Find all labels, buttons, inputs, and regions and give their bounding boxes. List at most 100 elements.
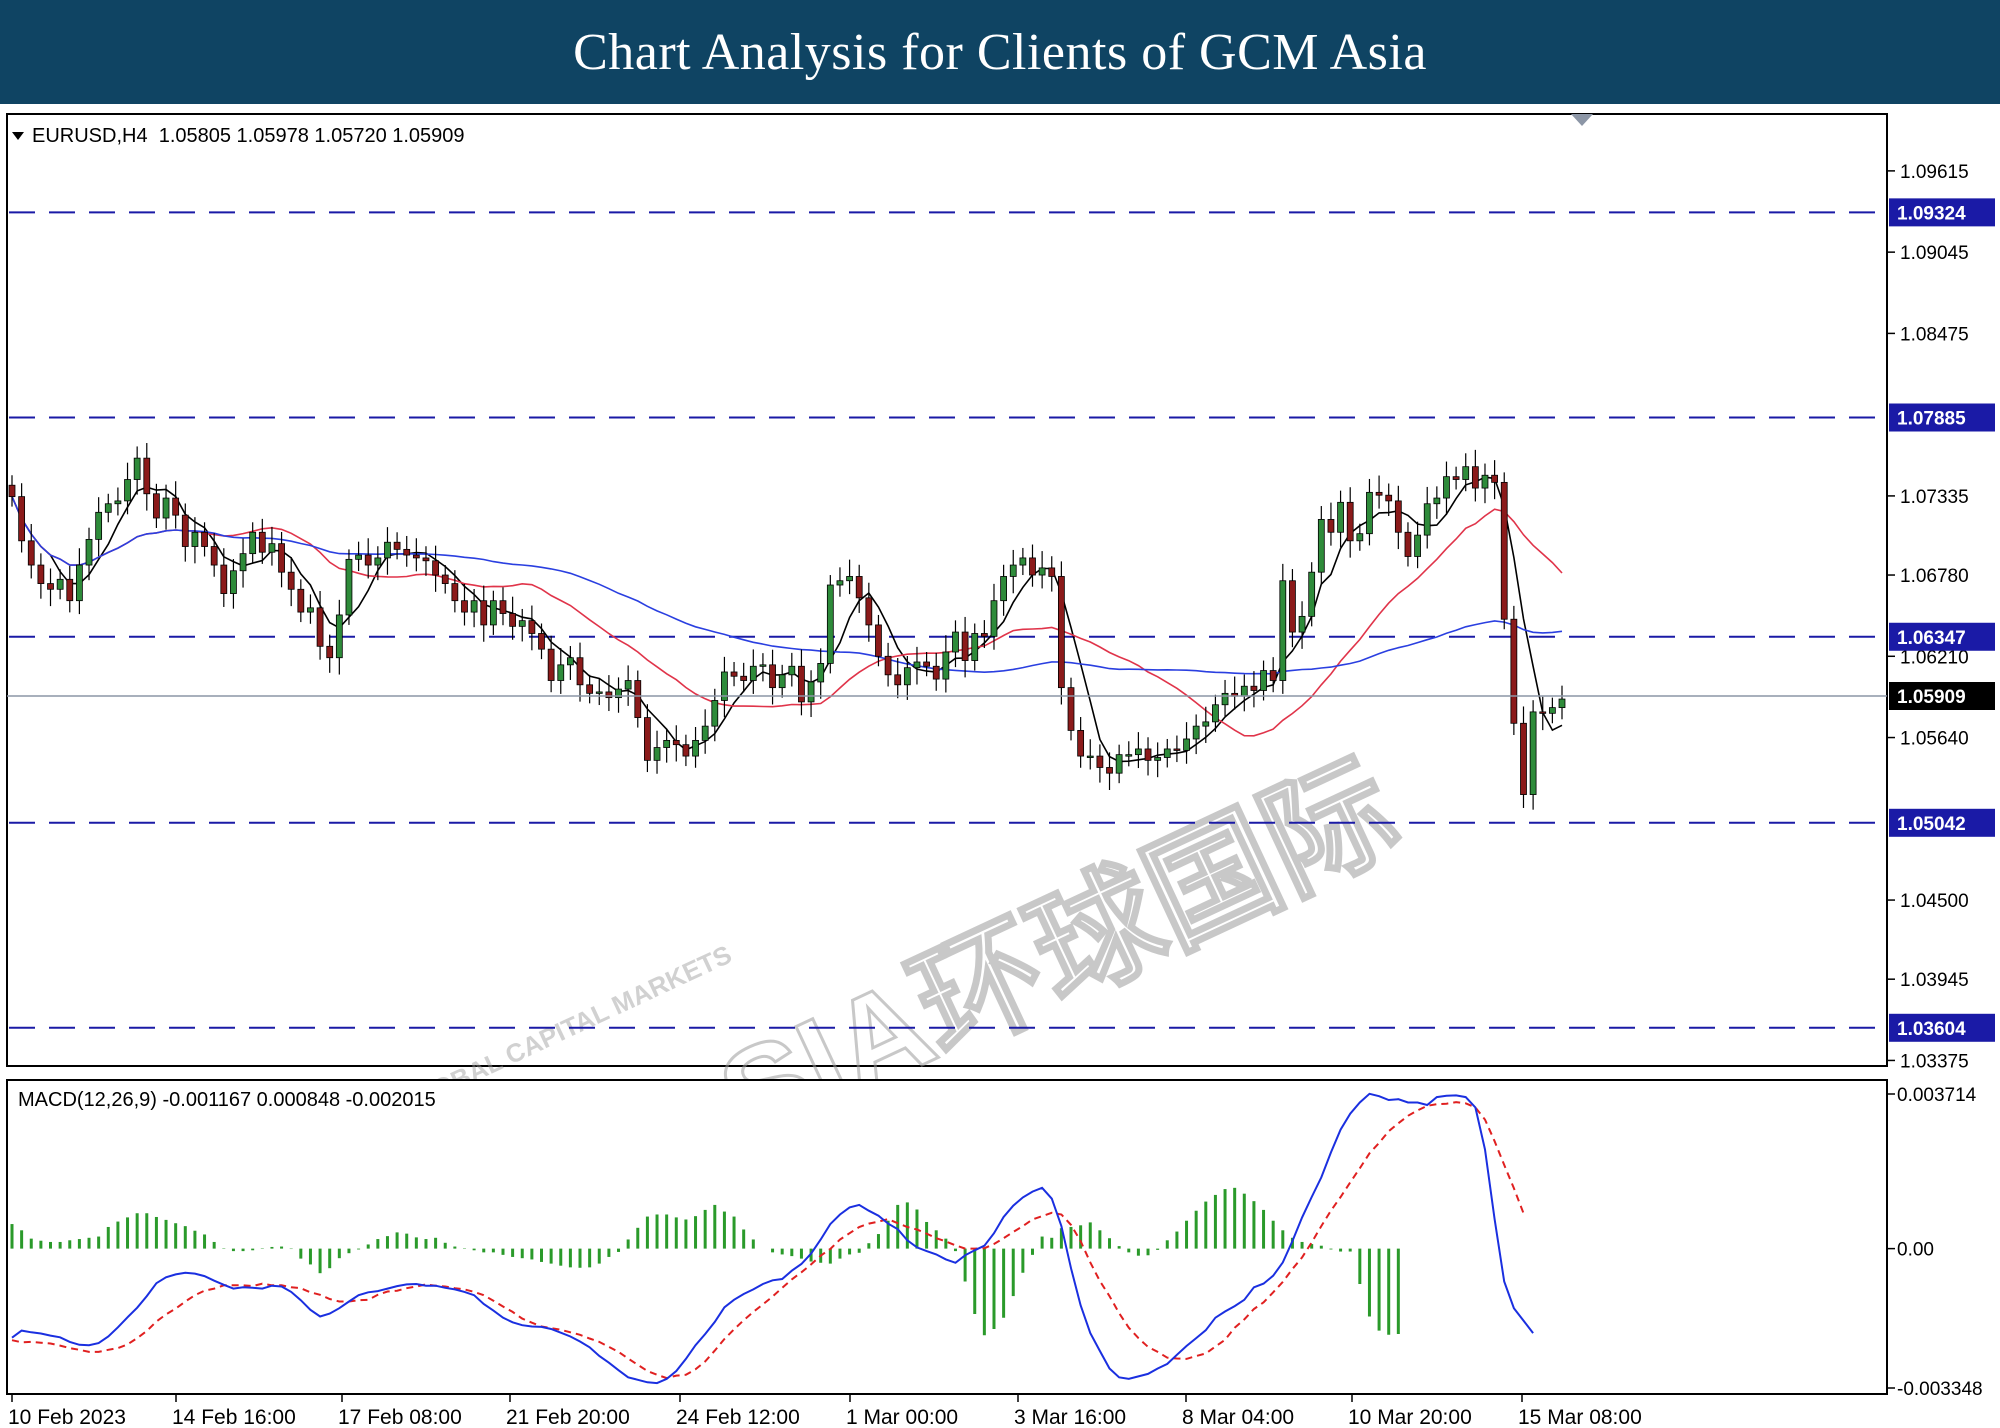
candle — [701, 709, 709, 754]
candle-body — [567, 657, 574, 666]
candle-body — [615, 688, 622, 699]
candle-body — [913, 661, 921, 669]
candle — [1202, 706, 1210, 743]
candle-body — [1308, 571, 1316, 617]
candle — [1154, 742, 1162, 778]
candle-body — [855, 576, 863, 599]
candle — [1481, 463, 1489, 504]
candle-body — [1404, 531, 1412, 557]
candle — [1279, 563, 1287, 694]
candle-body — [1240, 685, 1248, 697]
candle-body — [56, 578, 64, 590]
candle — [826, 575, 834, 674]
candle — [1375, 475, 1383, 509]
time-tick-label: 15 Mar 08:00 — [1518, 1406, 1642, 1428]
candle-body — [980, 633, 988, 637]
level-price-box — [1889, 1013, 1995, 1042]
ma-mid-line — [11, 496, 1563, 737]
candle — [480, 585, 488, 642]
candle — [47, 568, 54, 607]
candle-body — [316, 607, 324, 647]
price-tick-label: 1.09615 — [1900, 162, 1969, 183]
candle-body — [1163, 748, 1171, 758]
candle-body — [432, 560, 439, 576]
macd-line — [11, 1092, 1534, 1385]
candle-body — [18, 496, 26, 542]
candle-body — [1346, 501, 1354, 542]
candle — [249, 522, 257, 564]
candle-body — [807, 681, 815, 703]
candle-body — [124, 479, 131, 502]
time-tick-label: 24 Feb 12:00 — [676, 1406, 800, 1428]
candle-body — [653, 747, 661, 761]
candle-body — [1086, 755, 1094, 758]
candle — [798, 649, 805, 716]
signal-line — [11, 1101, 1525, 1380]
candle-body — [1077, 730, 1085, 757]
candle — [153, 483, 160, 528]
candle — [1394, 485, 1402, 550]
symbol-dropdown-icon[interactable] — [12, 132, 24, 140]
candle — [663, 728, 671, 763]
price-tick-label: 1.05640 — [1900, 729, 1969, 750]
candle — [307, 594, 314, 624]
candle — [1067, 677, 1075, 741]
candle-body — [66, 578, 74, 602]
macd-tick-label: 0.00 — [1897, 1240, 1934, 1261]
candle-body — [1423, 503, 1431, 536]
candle — [1366, 478, 1373, 546]
candle — [865, 582, 873, 642]
candle — [1221, 679, 1229, 717]
candle — [1298, 601, 1306, 649]
candle-body — [470, 600, 478, 613]
candle-body — [1019, 557, 1027, 566]
candle-body — [1539, 711, 1547, 714]
candle — [422, 546, 430, 576]
candle — [846, 559, 853, 595]
candle — [749, 649, 757, 694]
candle-body — [778, 674, 786, 689]
candle — [56, 569, 64, 600]
candle-body — [595, 691, 603, 694]
candle-body — [663, 739, 671, 748]
candle-body — [1558, 698, 1566, 709]
candle — [124, 462, 131, 515]
candle — [1548, 697, 1556, 724]
time-tick-label: 14 Feb 16:00 — [172, 1406, 296, 1428]
symbol-ohlc-label: EURUSD,H4 1.05805 1.05978 1.05720 1.0590… — [32, 125, 465, 147]
level-price-label: 1.09324 — [1897, 203, 1966, 224]
candle-body — [1202, 721, 1210, 727]
candle-body — [1481, 474, 1489, 489]
candle-body — [345, 558, 353, 616]
candle — [95, 497, 103, 557]
candle — [509, 596, 517, 640]
candle-body — [1375, 491, 1383, 496]
candle — [1038, 551, 1046, 589]
candle-body — [509, 613, 517, 627]
candle-body — [47, 583, 54, 590]
candle-body — [1000, 576, 1007, 602]
candlesticks — [8, 443, 1566, 810]
candle — [1423, 486, 1431, 549]
candle — [1135, 732, 1142, 769]
candle-body — [836, 580, 844, 586]
candle — [1462, 453, 1470, 492]
candle — [1443, 461, 1450, 515]
candle-body — [730, 671, 738, 677]
candle — [1029, 544, 1036, 587]
level-price-label: 1.03604 — [1897, 1019, 1966, 1040]
candle-body — [884, 655, 892, 676]
candle — [557, 648, 565, 694]
candle-body — [403, 548, 411, 556]
candle — [518, 608, 526, 642]
candle-body — [788, 665, 796, 676]
price-tick-label: 1.04500 — [1900, 891, 1969, 912]
candle-body — [1443, 476, 1450, 499]
candle — [287, 557, 295, 607]
candle-body — [1471, 466, 1479, 489]
candle — [672, 725, 680, 762]
candle — [181, 503, 189, 562]
candle-body — [85, 538, 93, 566]
candle-body — [721, 671, 728, 701]
level-price-box — [1889, 808, 1995, 837]
